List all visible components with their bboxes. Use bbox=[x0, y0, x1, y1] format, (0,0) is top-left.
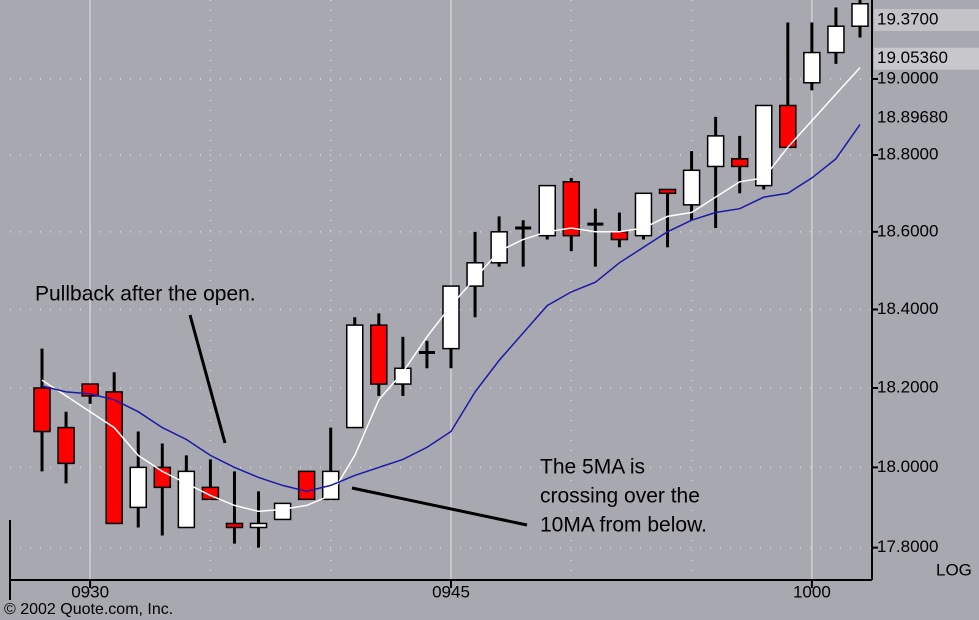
candle-body bbox=[442, 285, 460, 350]
x-tick-label: 0930 bbox=[71, 582, 109, 601]
candle-body bbox=[105, 391, 123, 525]
price-label: 18.89680 bbox=[877, 108, 948, 127]
candle-body bbox=[562, 181, 581, 237]
price-label: 19.3700 bbox=[877, 9, 938, 28]
moving-average-line bbox=[41, 67, 861, 513]
candle-body bbox=[297, 470, 316, 501]
y-tick-label: 17.8000 bbox=[877, 537, 938, 556]
moving-average-line bbox=[41, 124, 861, 493]
candle-body bbox=[610, 231, 629, 241]
candle-body bbox=[755, 104, 773, 187]
price-label-box bbox=[874, 9, 979, 31]
candle-body bbox=[225, 522, 244, 529]
candle-body bbox=[538, 184, 556, 237]
annotation: The 5MA is bbox=[540, 456, 645, 479]
y-tick-label: 18.4000 bbox=[877, 299, 938, 318]
candle-body bbox=[634, 192, 653, 237]
candle-body bbox=[851, 2, 869, 27]
candle-body bbox=[57, 426, 75, 465]
candle-body bbox=[706, 135, 725, 168]
annotation-arrow bbox=[188, 314, 227, 444]
annotation: 10MA from below. bbox=[540, 514, 707, 537]
candle-body bbox=[33, 387, 51, 433]
price-label-box bbox=[874, 47, 979, 70]
x-tick-label: 0945 bbox=[432, 582, 470, 601]
y-tick-label: 18.2000 bbox=[877, 377, 938, 396]
candle-body bbox=[129, 466, 147, 509]
annotation: Pullback after the open. bbox=[35, 283, 256, 306]
price-label: 19.05360 bbox=[877, 48, 948, 67]
y-tick-label: 18.6000 bbox=[877, 221, 938, 240]
candle-body bbox=[370, 324, 388, 385]
y-tick-label: 18.8000 bbox=[877, 144, 938, 163]
x-tick-label: 1000 bbox=[793, 582, 831, 601]
candle-body bbox=[827, 25, 845, 54]
candle-body bbox=[803, 51, 821, 84]
y-tick-label: 18.0000 bbox=[877, 457, 938, 476]
grid bbox=[10, 0, 872, 580]
candle-body bbox=[394, 367, 412, 385]
candle-body bbox=[730, 158, 749, 168]
candle-body bbox=[346, 324, 364, 429]
candle-body bbox=[249, 522, 268, 529]
y-tick-label: 19.0000 bbox=[877, 68, 938, 87]
plot-area bbox=[33, 0, 869, 548]
candle-body bbox=[466, 262, 484, 287]
axis-label: LOG bbox=[936, 560, 972, 579]
candle-body bbox=[682, 169, 701, 206]
candle-body bbox=[273, 502, 292, 521]
annotation: crossing over the bbox=[540, 485, 700, 508]
footer: © 2002 Quote.com, Inc. bbox=[4, 601, 173, 618]
candle-body bbox=[153, 466, 172, 489]
annotation-arrow bbox=[351, 486, 528, 527]
candle-body bbox=[658, 188, 677, 195]
candle-body bbox=[81, 383, 99, 397]
